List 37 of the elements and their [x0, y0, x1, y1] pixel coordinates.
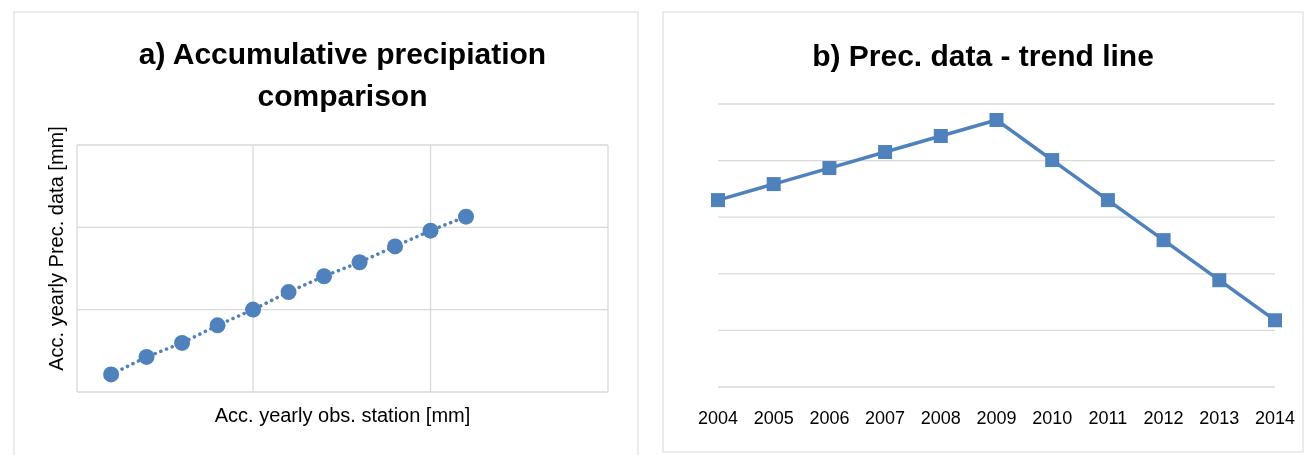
x-tick-label: 2009	[976, 408, 1017, 428]
point	[316, 268, 333, 285]
chart-title: a) Accumulative precipiation comparison	[138, 37, 547, 112]
point	[422, 222, 439, 239]
point	[174, 334, 191, 351]
point	[458, 208, 475, 225]
point	[138, 348, 155, 365]
x-tick-label: 2007	[865, 408, 906, 428]
point	[209, 317, 226, 334]
y-axis-title: Acc. yearly Prec. data [mm]	[45, 126, 67, 371]
x-tick-label: 2012	[1143, 408, 1184, 428]
x-tick-label: 2008	[920, 408, 961, 428]
point	[351, 254, 368, 271]
point	[711, 193, 725, 208]
point	[933, 129, 948, 144]
point	[878, 145, 893, 160]
point	[1045, 153, 1060, 168]
point	[989, 113, 1004, 127]
x-tick-label: 2014	[1254, 408, 1296, 428]
x-tick-label: 2004	[697, 408, 739, 428]
point	[1100, 193, 1115, 208]
point	[1156, 233, 1171, 248]
point	[822, 161, 837, 176]
x-tick-label: 2005	[753, 408, 794, 428]
point	[1212, 273, 1227, 288]
x-axis-title: Acc. yearly obs. station [mm]	[214, 404, 471, 426]
point	[766, 177, 781, 192]
x-tick-label: 2011	[1088, 408, 1128, 428]
point	[245, 301, 262, 318]
chart-title: b) Prec. data - trend line	[812, 39, 1154, 72]
point	[280, 284, 297, 301]
x-tick-label: 2013	[1199, 408, 1240, 428]
point	[387, 238, 404, 255]
point	[1268, 313, 1282, 328]
x-tick-label: 2006	[809, 408, 850, 428]
point	[103, 366, 120, 383]
x-tick-label: 2010	[1032, 408, 1073, 428]
